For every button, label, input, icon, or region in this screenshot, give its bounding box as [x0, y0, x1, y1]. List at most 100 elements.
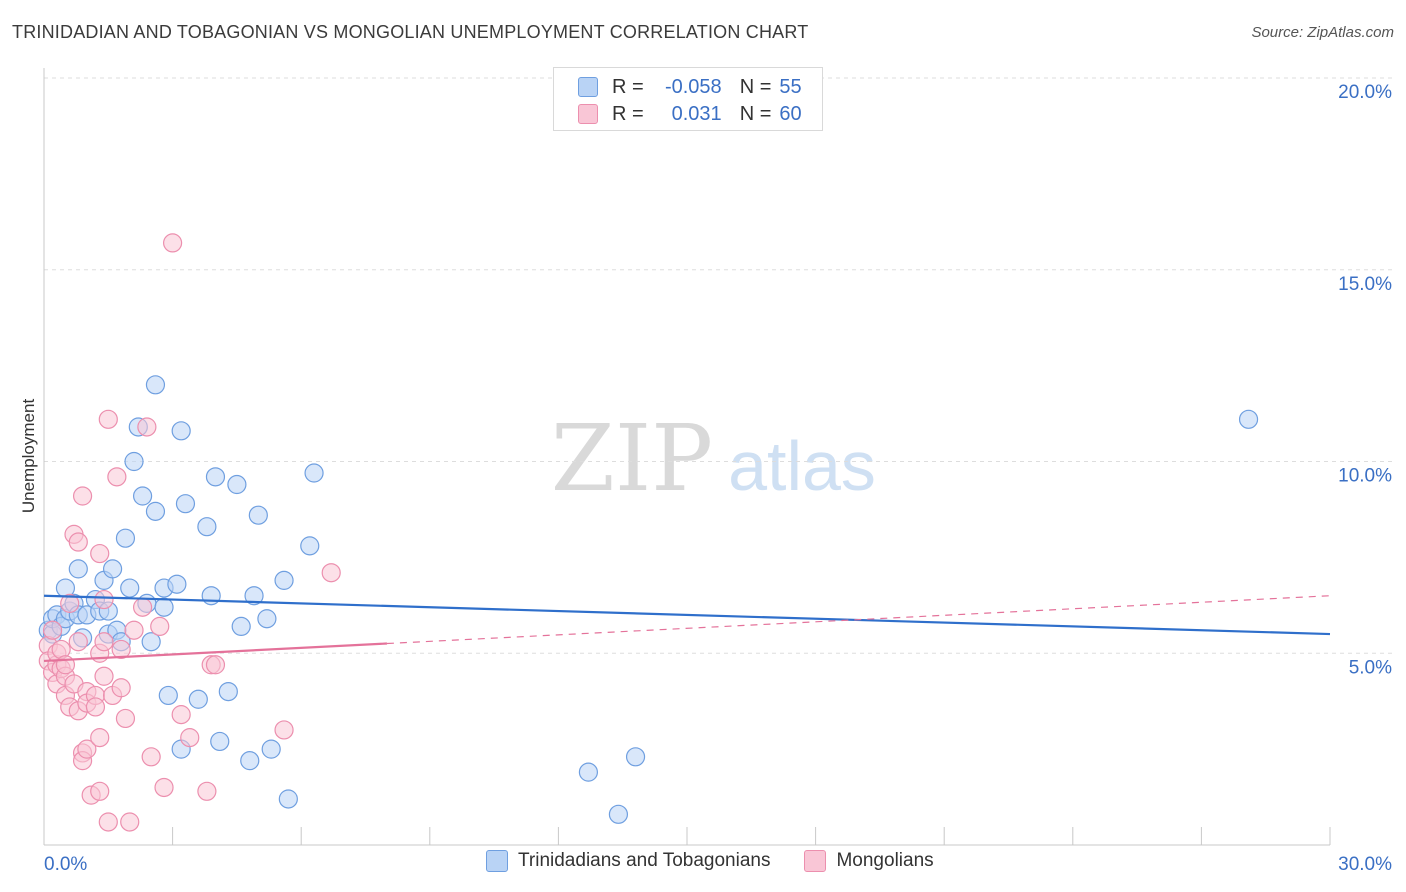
y-tick-label: 15.0% [1338, 274, 1392, 295]
point-blue [141, 632, 161, 652]
point-pink [68, 632, 88, 652]
point-blue [171, 421, 191, 441]
point-pink [132, 597, 153, 617]
point-pink [197, 781, 217, 801]
point-blue [248, 505, 268, 525]
point-blue [132, 486, 153, 506]
point-pink [137, 417, 157, 437]
point-blue [274, 570, 294, 590]
point-blue [205, 467, 226, 487]
series-legend: Trinidadians and Tobagonians Mongolians [486, 850, 968, 872]
point-blue [227, 474, 247, 495]
point-blue [240, 751, 260, 771]
point-blue [201, 586, 221, 606]
point-blue [218, 681, 238, 702]
trend-line-pink-dashed [386, 595, 1331, 645]
point-pink [94, 589, 114, 610]
stats-legend-row-pink: R = 0.031 N = 60 [578, 102, 802, 126]
point-blue [102, 559, 123, 579]
point-pink [72, 486, 93, 506]
n-label: N = [739, 102, 772, 125]
point-pink [205, 655, 226, 675]
point-blue [257, 609, 277, 629]
r-value: 0.031 [671, 102, 722, 125]
point-pink [171, 705, 191, 725]
r-value: -0.058 [664, 75, 722, 98]
point-pink [154, 777, 174, 798]
point-pink [150, 616, 170, 637]
legend-label: Trinidadians and Tobagonians [518, 850, 771, 871]
stats-legend-row-blue: R = -0.058 N = 55 [578, 75, 802, 99]
point-pink [90, 781, 110, 801]
point-blue [145, 375, 166, 395]
y-axis-label: Unemployment [19, 399, 38, 514]
point-blue [278, 789, 298, 809]
point-pink [141, 747, 161, 767]
point-blue [154, 597, 174, 617]
point-blue [158, 685, 178, 706]
point-blue [68, 559, 88, 579]
point-pink [180, 728, 200, 748]
point-blue [115, 528, 136, 548]
point-pink [68, 532, 88, 552]
pink-swatch [578, 104, 598, 124]
point-pink [115, 708, 136, 729]
point-pink [94, 666, 114, 686]
point-blue [1238, 409, 1259, 429]
point-blue [188, 689, 208, 709]
legend-label: Mongolians [836, 850, 934, 871]
legend-item-trinidadians[interactable]: Trinidadians and Tobagonians [486, 850, 770, 872]
point-blue [231, 616, 251, 637]
watermark-atlas: atlas [728, 427, 876, 505]
x-tick-label: 30.0% [1338, 854, 1392, 875]
y-tick-label: 20.0% [1338, 82, 1392, 103]
blue-swatch [486, 850, 508, 872]
blue-swatch [578, 77, 598, 97]
point-blue [210, 731, 230, 752]
point-pink [60, 593, 80, 613]
n-label: N = [739, 75, 772, 98]
legend-item-mongolians[interactable]: Mongolians [804, 850, 934, 872]
point-pink [98, 812, 118, 832]
point-blue [167, 574, 187, 594]
r-label: R = [612, 102, 644, 125]
point-blue [175, 494, 196, 514]
point-pink [42, 620, 63, 640]
stats-legend: R = -0.058 N = 55 R = 0.031 N = 60 [553, 67, 823, 131]
trend-line-pink [43, 642, 387, 663]
point-pink [85, 697, 106, 717]
source-credit: Source: ZipAtlas.com [1251, 24, 1394, 41]
x-tick-label: 0.0% [44, 854, 87, 875]
trend-line-blue [43, 594, 1331, 636]
n-value: 60 [779, 102, 802, 125]
point-blue [124, 451, 144, 472]
r-label: R = [612, 75, 644, 98]
point-pink [90, 543, 110, 564]
y-tick-label: 10.0% [1338, 466, 1392, 487]
point-blue [145, 501, 166, 521]
point-blue [120, 578, 140, 598]
point-pink [107, 467, 127, 487]
y-tick-label: 5.0% [1349, 657, 1392, 678]
point-blue [244, 586, 264, 606]
point-blue [625, 747, 646, 767]
point-pink [124, 620, 144, 640]
point-pink [274, 720, 294, 740]
point-pink [120, 812, 140, 832]
point-pink [90, 728, 110, 748]
point-blue [578, 762, 599, 782]
point-blue [608, 804, 629, 824]
point-pink [321, 563, 341, 583]
point-blue [300, 536, 320, 556]
chart-title: TRINIDADIAN AND TOBAGONIAN VS MONGOLIAN … [12, 22, 809, 42]
watermark-zip: ZIP [551, 405, 713, 512]
point-pink [111, 639, 131, 660]
point-pink [94, 632, 114, 652]
point-blue [304, 463, 324, 483]
point-pink [77, 739, 97, 759]
point-pink [163, 233, 183, 253]
n-value: 55 [779, 75, 802, 98]
pink-swatch [804, 850, 827, 872]
point-pink [111, 678, 131, 698]
